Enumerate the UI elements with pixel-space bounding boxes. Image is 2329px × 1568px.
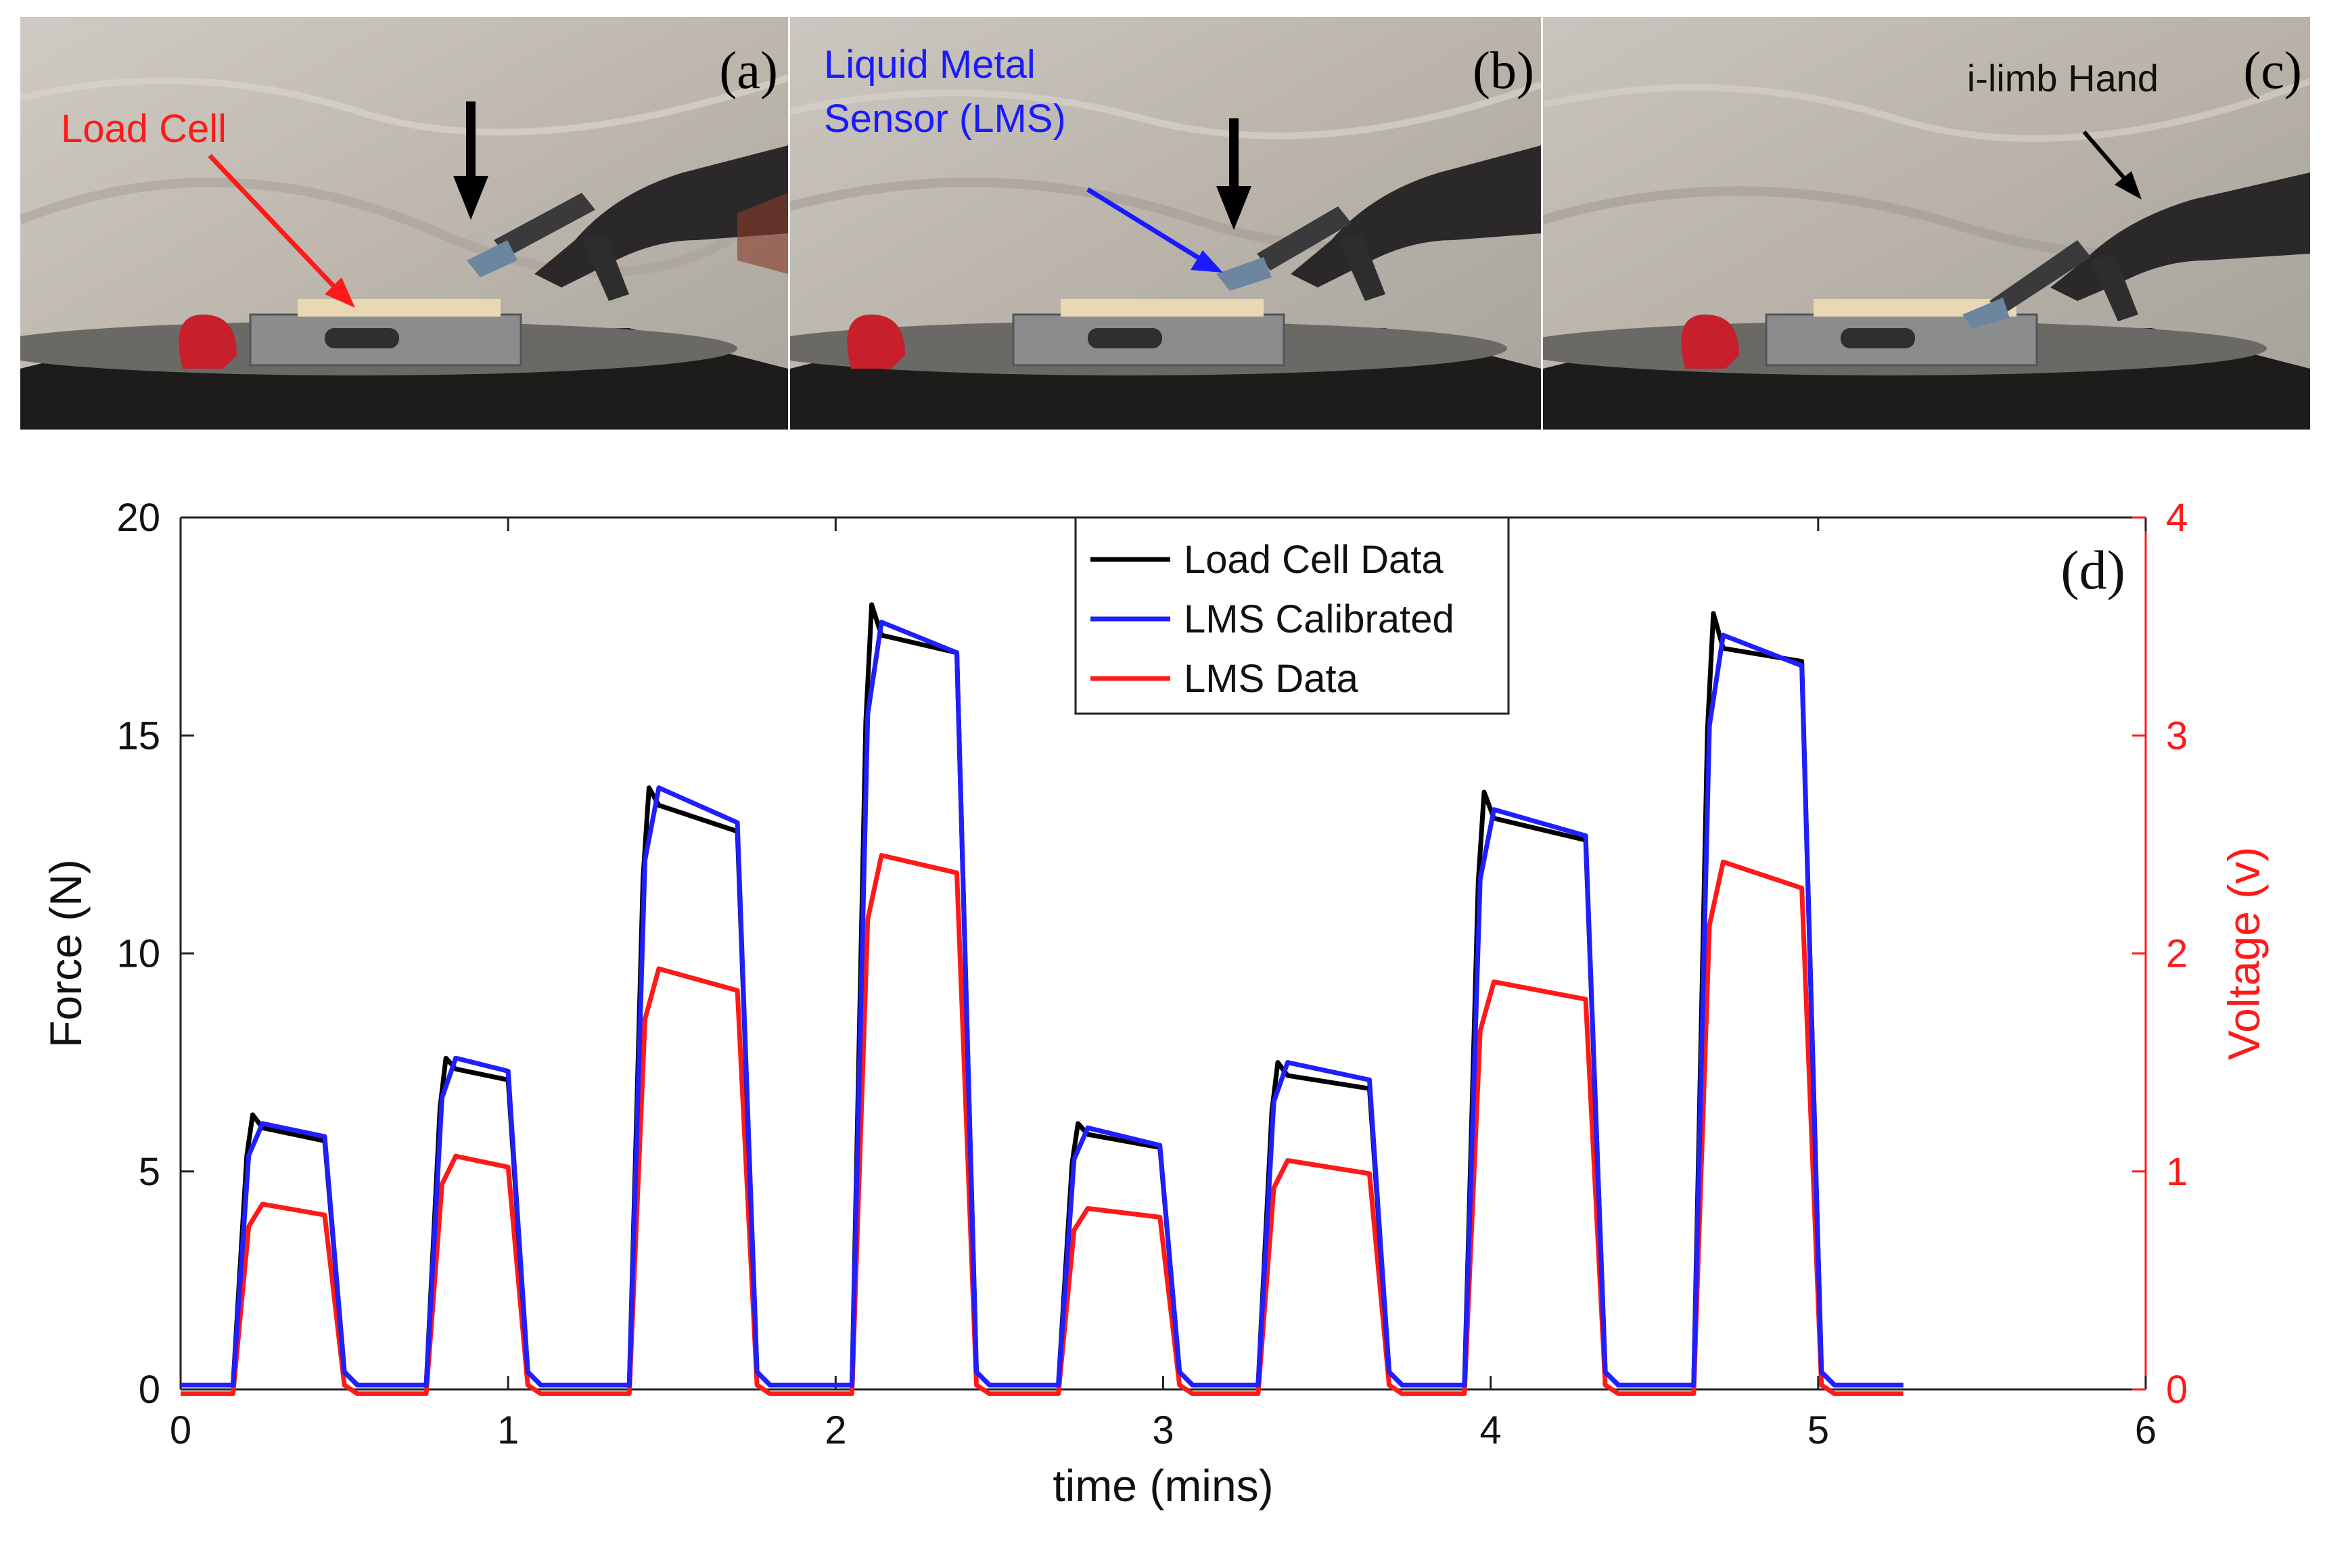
prosthetic-hand (1962, 172, 2310, 328)
load-cell (1012, 313, 1285, 367)
photo-panel-a: Load Cell (a) (20, 17, 788, 430)
x-tick-label: 1 (497, 1408, 519, 1452)
photo-annotation-label: Load Cell (61, 107, 227, 151)
y-right-tick-label: 3 (2166, 714, 2188, 758)
x-tick-label: 0 (170, 1408, 191, 1452)
pointer-arrow-icon (1086, 187, 1223, 273)
down-arrow-icon (1216, 118, 1251, 230)
legend-box (1074, 516, 1510, 715)
prosthetic-hand (467, 145, 788, 301)
legend-entry-label: Load Cell Data (1184, 538, 1444, 582)
y-right-tick-label: 4 (2166, 496, 2188, 540)
y-left-tick-label: 15 (116, 714, 160, 758)
y-axis-left-title: Force (N) (41, 859, 91, 1048)
photo-panel-label: (c) (2243, 41, 2302, 99)
x-tick-label: 5 (1807, 1408, 1829, 1452)
x-tick-label: 4 (1480, 1408, 1502, 1452)
prosthetic-hand (1216, 145, 1541, 301)
x-tick-label: 3 (1152, 1408, 1174, 1452)
y-right-tick-label: 0 (2166, 1368, 2188, 1412)
photo-panel-c: i-limb Hand (c) (1543, 17, 2310, 430)
y-axis-right-title: Voltage (v) (2219, 847, 2269, 1061)
photo-panel-label: (b) (1473, 41, 1534, 99)
chart-panel-label: (d) (2060, 539, 2125, 601)
red-clamp (179, 315, 237, 369)
photo-annotation-label: i-limb Hand (1967, 57, 2159, 99)
red-clamp (847, 315, 905, 369)
pointer-arrow-icon (2082, 131, 2142, 200)
photo-panel-b: Liquid Metal Sensor (LMS) (b) (790, 17, 1541, 430)
y-left-tick-label: 0 (139, 1368, 160, 1412)
legend-entry-label: LMS Data (1184, 657, 1359, 701)
series-line-lms-calibrated (181, 620, 1904, 1388)
annotation-line-2: Sensor (LMS) (824, 97, 1066, 141)
x-axis-title: time (mins) (1053, 1460, 1273, 1511)
x-tick-label: 6 (2135, 1408, 2157, 1452)
annotation-line-1: Liquid Metal (824, 43, 1036, 87)
down-arrow-icon (453, 101, 488, 220)
y-left-tick-label: 10 (116, 932, 160, 976)
pointer-arrow-icon (208, 154, 355, 308)
photo-panel-label: (a) (719, 41, 778, 99)
red-clamp (1681, 315, 1739, 369)
y-right-tick-label: 2 (2166, 932, 2188, 976)
y-left-tick-label: 20 (116, 496, 160, 540)
y-left-tick-label: 5 (139, 1150, 160, 1194)
photo-annotation-label: Liquid Metal Sensor (LMS) (824, 43, 1066, 141)
legend-entry-label: LMS Calibrated (1184, 597, 1454, 641)
y-right-tick-label: 1 (2166, 1150, 2188, 1194)
x-tick-label: 2 (825, 1408, 846, 1452)
